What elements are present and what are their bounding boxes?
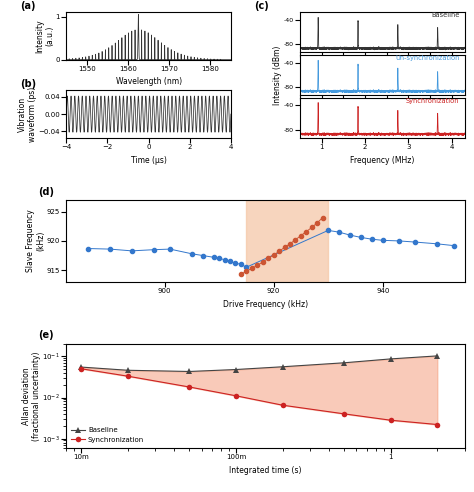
Point: [395, 237, 403, 245]
Point: [411, 238, 419, 246]
Synchronization: [435, 422, 440, 428]
Point: [302, 228, 310, 236]
Baseline: [125, 368, 131, 373]
Point: [313, 219, 321, 227]
Baseline: [280, 364, 285, 369]
Text: (b): (b): [20, 79, 36, 89]
Point: [346, 231, 354, 239]
Bar: [246, 200, 328, 282]
Baseline: [79, 364, 84, 370]
Text: (c): (c): [254, 1, 269, 11]
Point: [286, 240, 294, 248]
Point: [188, 250, 196, 258]
Y-axis label: Intensity (dBm): Intensity (dBm): [273, 45, 282, 105]
Synchronization: [341, 411, 347, 417]
Point: [248, 265, 255, 273]
Point: [264, 254, 272, 262]
Y-axis label: Slave Frequency
(kHz): Slave Frequency (kHz): [26, 210, 46, 272]
Point: [308, 223, 316, 231]
Line: Baseline: Baseline: [79, 353, 440, 374]
Baseline: [435, 353, 440, 359]
Point: [150, 246, 157, 254]
Point: [237, 270, 245, 278]
Point: [297, 232, 305, 240]
X-axis label: Integrated time (s): Integrated time (s): [229, 465, 301, 474]
Baseline: [388, 356, 393, 362]
Point: [215, 254, 223, 262]
Point: [210, 253, 218, 261]
Point: [221, 256, 228, 264]
Synchronization: [388, 417, 393, 423]
Point: [243, 267, 250, 275]
Text: (a): (a): [20, 0, 36, 10]
Point: [379, 236, 386, 244]
Legend: Baseline, Synchronization: Baseline, Synchronization: [70, 426, 146, 444]
Synchronization: [280, 402, 285, 408]
Point: [357, 234, 365, 242]
Baseline: [233, 367, 239, 372]
Point: [319, 214, 327, 221]
Point: [106, 245, 114, 253]
Line: Synchronization: Synchronization: [79, 366, 440, 428]
Text: Synchronization: Synchronization: [406, 98, 460, 104]
Baseline: [187, 369, 192, 374]
Point: [166, 245, 174, 253]
Point: [254, 262, 261, 270]
Text: Baseline: Baseline: [431, 12, 460, 18]
Text: (e): (e): [38, 330, 54, 340]
Point: [84, 245, 92, 252]
Synchronization: [79, 366, 84, 372]
Point: [237, 260, 245, 268]
Point: [232, 259, 239, 267]
Point: [275, 247, 283, 255]
Y-axis label: Allan deviation
(fractional uncertainty): Allan deviation (fractional uncertainty): [21, 351, 41, 441]
Synchronization: [125, 373, 131, 379]
Baseline: [341, 360, 347, 366]
Point: [292, 236, 299, 244]
Text: Un-synchronization: Un-synchronization: [395, 55, 460, 61]
Point: [450, 242, 457, 249]
Point: [270, 251, 277, 259]
X-axis label: Drive Frequency (kHz): Drive Frequency (kHz): [223, 300, 308, 308]
Point: [368, 235, 375, 243]
Synchronization: [233, 393, 239, 399]
Point: [128, 247, 136, 255]
Text: (d): (d): [38, 187, 55, 197]
X-axis label: Frequency (MHz): Frequency (MHz): [350, 155, 414, 165]
X-axis label: Wavelength (nm): Wavelength (nm): [116, 77, 182, 87]
Point: [281, 244, 288, 251]
Y-axis label: Vibration
waveform (ps): Vibration waveform (ps): [18, 87, 37, 142]
Y-axis label: Intensity
(a.u.): Intensity (a.u.): [35, 19, 54, 53]
X-axis label: Time (μs): Time (μs): [131, 155, 166, 165]
Synchronization: [187, 384, 192, 390]
Point: [259, 258, 266, 266]
Point: [199, 251, 207, 259]
Point: [324, 226, 332, 234]
Point: [433, 240, 441, 248]
Point: [226, 257, 234, 265]
Point: [335, 228, 343, 236]
Point: [243, 263, 250, 271]
